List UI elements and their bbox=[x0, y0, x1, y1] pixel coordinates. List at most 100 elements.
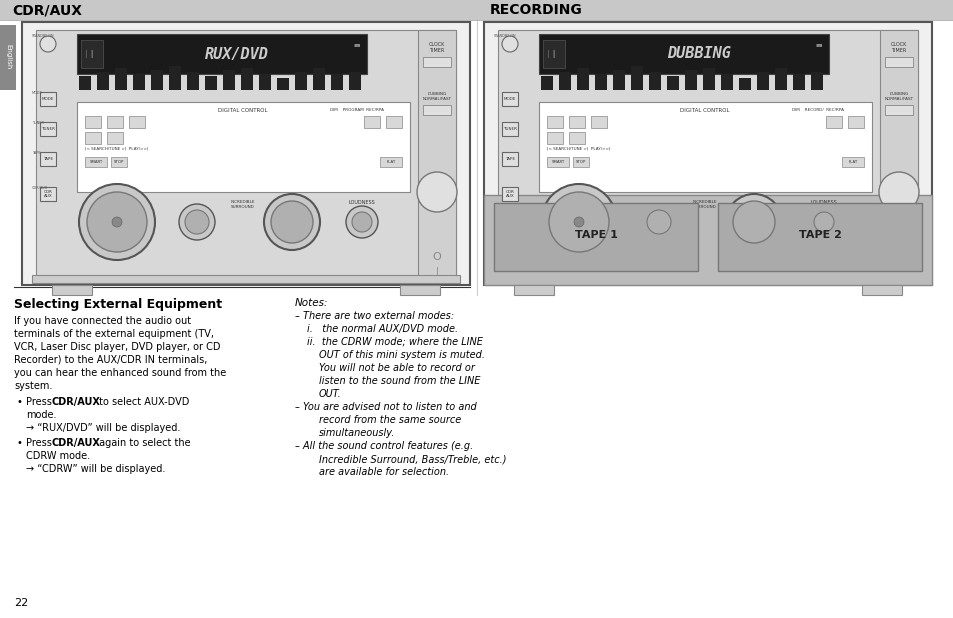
Bar bbox=[684, 70, 697, 90]
Text: – There are two external modes:: – There are two external modes: bbox=[294, 311, 454, 321]
Bar bbox=[702, 68, 714, 90]
Bar bbox=[514, 285, 554, 295]
Text: DUBBING
NORMAL/FAST: DUBBING NORMAL/FAST bbox=[422, 92, 451, 101]
Text: TAPE 2: TAPE 2 bbox=[798, 230, 841, 240]
Bar bbox=[169, 66, 181, 90]
Bar bbox=[85, 157, 107, 167]
Bar bbox=[501, 152, 517, 166]
Circle shape bbox=[185, 210, 209, 234]
Text: TREBLE: TREBLE bbox=[743, 200, 763, 205]
Text: CDR
AUX: CDR AUX bbox=[44, 190, 52, 198]
Bar bbox=[294, 72, 307, 90]
Bar bbox=[483, 22, 931, 285]
Text: Incredible Surround, Bass/Treble, etc.): Incredible Surround, Bass/Treble, etc.) bbox=[318, 454, 506, 464]
Bar bbox=[501, 187, 517, 201]
Text: – You are advised not to listen to and: – You are advised not to listen to and bbox=[294, 402, 476, 412]
Circle shape bbox=[79, 184, 154, 260]
Bar bbox=[313, 68, 325, 90]
Bar bbox=[115, 68, 127, 90]
Text: system.: system. bbox=[14, 381, 52, 391]
Text: you can hear the enhanced sound from the: you can hear the enhanced sound from the bbox=[14, 368, 226, 378]
Text: OUT of this mini system is muted.: OUT of this mini system is muted. bbox=[318, 350, 484, 360]
Bar bbox=[422, 57, 451, 67]
Text: MODE: MODE bbox=[32, 91, 43, 95]
Circle shape bbox=[352, 212, 372, 232]
Bar bbox=[538, 34, 828, 74]
Bar bbox=[36, 30, 456, 277]
Text: Selecting External Equipment: Selecting External Equipment bbox=[14, 298, 222, 311]
Text: If you have connected the audio out: If you have connected the audio out bbox=[14, 316, 191, 326]
Circle shape bbox=[878, 172, 918, 212]
Bar bbox=[494, 203, 698, 271]
Bar bbox=[847, 116, 863, 128]
Bar bbox=[0, 0, 953, 20]
Bar bbox=[501, 122, 517, 136]
Bar bbox=[151, 70, 163, 90]
Text: BASS: BASS bbox=[110, 200, 124, 205]
Text: STANDBY-ON: STANDBY-ON bbox=[494, 34, 516, 38]
Bar bbox=[241, 68, 253, 90]
Bar bbox=[879, 30, 917, 277]
Text: ▪▪: ▪▪ bbox=[353, 42, 360, 47]
Bar bbox=[132, 74, 145, 90]
Text: CLOCK
TIMER: CLOCK TIMER bbox=[428, 42, 445, 53]
Text: Press: Press bbox=[26, 438, 55, 448]
Text: |< SEARCH/TUNE >|  PLAY/>>|: |< SEARCH/TUNE >| PLAY/>>| bbox=[546, 146, 610, 150]
Bar bbox=[577, 68, 588, 90]
Bar bbox=[739, 78, 750, 90]
Text: CDR/AUX: CDR/AUX bbox=[12, 3, 82, 17]
Text: SMART: SMART bbox=[551, 160, 564, 164]
Bar bbox=[483, 195, 931, 285]
Circle shape bbox=[813, 212, 833, 232]
Bar bbox=[331, 74, 343, 90]
Text: STOP: STOP bbox=[576, 160, 585, 164]
Text: O: O bbox=[432, 252, 441, 262]
Circle shape bbox=[346, 206, 377, 238]
Text: STANDBY-ON: STANDBY-ON bbox=[32, 34, 54, 38]
Text: CLOCK
TIMER: CLOCK TIMER bbox=[890, 42, 906, 53]
Text: MODE: MODE bbox=[42, 97, 54, 101]
Bar bbox=[379, 157, 401, 167]
Text: Press: Press bbox=[26, 397, 55, 407]
Bar bbox=[718, 203, 921, 271]
Text: Notes:: Notes: bbox=[294, 298, 328, 308]
Bar bbox=[542, 40, 564, 68]
Text: OUT.: OUT. bbox=[318, 389, 341, 399]
Text: → “CDRW” will be displayed.: → “CDRW” will be displayed. bbox=[26, 464, 165, 474]
Bar bbox=[386, 116, 401, 128]
Circle shape bbox=[725, 194, 781, 250]
Text: DUBBING
NORMAL/FAST: DUBBING NORMAL/FAST bbox=[883, 92, 913, 101]
Bar bbox=[40, 152, 56, 166]
Circle shape bbox=[501, 36, 517, 52]
Text: TAPE 1: TAPE 1 bbox=[574, 230, 617, 240]
Text: O: O bbox=[894, 252, 902, 262]
Text: are available for selection.: are available for selection. bbox=[318, 467, 449, 477]
Bar bbox=[364, 116, 379, 128]
Circle shape bbox=[646, 210, 670, 234]
Bar bbox=[97, 72, 109, 90]
Bar bbox=[595, 74, 606, 90]
Text: CDRW mode.: CDRW mode. bbox=[26, 451, 90, 461]
Bar bbox=[85, 116, 101, 128]
Bar bbox=[107, 132, 123, 144]
Bar bbox=[841, 157, 863, 167]
Text: TREBLE: TREBLE bbox=[281, 200, 302, 205]
Text: again to select the: again to select the bbox=[96, 438, 191, 448]
Bar bbox=[32, 275, 459, 283]
Bar bbox=[0, 25, 16, 90]
Bar bbox=[613, 70, 624, 90]
Bar bbox=[568, 116, 584, 128]
Circle shape bbox=[548, 192, 608, 252]
Bar bbox=[79, 76, 91, 90]
Text: terminals of the external equipment (TV,: terminals of the external equipment (TV, bbox=[14, 329, 213, 339]
Text: i.   the normal AUX/DVD mode.: i. the normal AUX/DVD mode. bbox=[307, 324, 457, 334]
Text: TUNER: TUNER bbox=[502, 127, 517, 131]
Bar bbox=[720, 74, 732, 90]
Text: CDR/AUX: CDR/AUX bbox=[52, 397, 101, 407]
Bar bbox=[399, 285, 439, 295]
Bar bbox=[630, 66, 642, 90]
Text: English: English bbox=[5, 44, 11, 70]
Bar bbox=[22, 22, 470, 285]
Bar bbox=[774, 68, 786, 90]
Bar bbox=[810, 72, 822, 90]
